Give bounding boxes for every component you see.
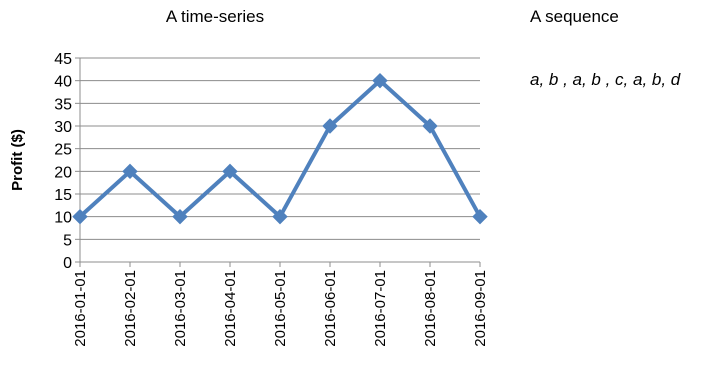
x-tick-labels: 2016-01-01 2016-02-01 2016-03-01 2016-04-01… (72, 270, 489, 347)
data-point (122, 163, 138, 180)
sequence-text: a, b , a, b , c, a, b, d (530, 70, 681, 89)
data-point (322, 118, 338, 134)
sequence-title: A sequence (530, 7, 619, 26)
data-point (472, 208, 488, 225)
x-tick-label: 2016-05-01 (272, 270, 289, 347)
y-tick-label: 45 (54, 51, 72, 68)
data-point (372, 72, 388, 89)
x-tick-label: 2016-01-01 (72, 270, 89, 347)
y-axis-label: Profit ($) (9, 129, 26, 191)
y-tick-label: 35 (54, 96, 72, 113)
x-tick-label: 2016-03-01 (172, 270, 189, 347)
y-tick-labels: 0 5 10 15 20 25 30 35 40 45 (54, 51, 72, 272)
data-point (172, 208, 188, 225)
y-tick-label: 30 (54, 119, 72, 136)
axes (75, 57, 481, 267)
x-tick-label: 2016-07-01 (372, 270, 389, 347)
x-tick-label: 2016-08-01 (422, 270, 439, 347)
data-point (72, 208, 88, 225)
data-point (272, 208, 288, 225)
y-tick-label: 40 (54, 74, 72, 91)
x-tick-label: 2016-04-01 (222, 270, 239, 347)
series-markers (72, 72, 488, 225)
x-tick-label: 2016-09-01 (472, 270, 489, 347)
x-tick-label: 2016-02-01 (122, 270, 139, 347)
y-tick-label: 10 (54, 210, 72, 227)
data-point (222, 163, 238, 180)
y-tick-label: 20 (54, 164, 72, 181)
y-tick-label: 25 (54, 142, 72, 159)
chart-title: A time-series (165, 7, 265, 26)
y-tick-label: 0 (63, 255, 72, 272)
y-tick-label: 5 (63, 232, 72, 249)
y-tick-label: 15 (54, 187, 72, 204)
gridlines (80, 57, 480, 240)
x-tick-label: 2016-06-01 (322, 270, 339, 347)
data-point (422, 118, 438, 134)
